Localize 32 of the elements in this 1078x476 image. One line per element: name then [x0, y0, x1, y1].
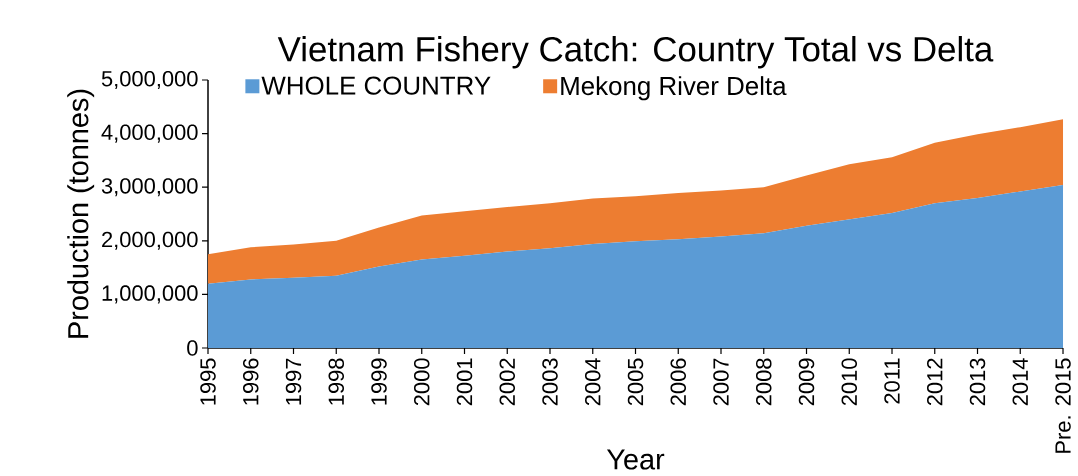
y-axis-title: Production (tonnes) — [67, 89, 95, 338]
x-tick-label: 1995 — [200, 358, 216, 405]
y-tick-label: 1,000,000 — [102, 285, 198, 304]
legend-label: WHOLE COUNTRY — [261, 76, 491, 95]
x-tick-label: 2002 — [499, 358, 516, 406]
x-tick-label: 2011 — [884, 358, 900, 404]
x-tick-label: 2012 — [926, 358, 943, 406]
x-tick-label: 2007 — [713, 358, 729, 406]
x-tick-label: 1997 — [285, 358, 302, 405]
x-tick-label: 2009 — [798, 358, 815, 406]
y-tick-label: 3,000,000 — [101, 178, 198, 197]
x-tick-label: 2004 — [584, 358, 601, 406]
x-tick-label: 2008 — [755, 358, 772, 406]
y-tick-label: 5,000,000 — [101, 70, 198, 90]
x-tick-label: 1998 — [328, 358, 345, 405]
x-tick-label: 2003 — [542, 358, 558, 406]
x-tick-label: 2005 — [627, 358, 644, 406]
x-axis-title: Year — [606, 449, 665, 470]
x-tick-label: 2010 — [841, 358, 858, 406]
x-tick-label: Pre. 2015 — [1055, 358, 1071, 453]
chart-title: Vietnam Fishery Catch: Country Total vs Delta — [277, 36, 994, 69]
legend-label: Mekong River Delta — [561, 76, 787, 101]
y-tick-label: 0 — [187, 340, 198, 356]
x-tick-label: 2014 — [1012, 358, 1029, 406]
x-tick-label: 2001 — [456, 358, 473, 406]
y-tick-label: 4,000,000 — [101, 124, 198, 143]
x-tick-label: 1996 — [242, 358, 259, 405]
x-tick-label: 2000 — [413, 358, 430, 406]
x-tick-label: 1999 — [371, 358, 387, 405]
x-tick-label: 2006 — [670, 358, 687, 406]
x-tick-label: 2013 — [969, 358, 986, 406]
y-tick-label: 2,000,000 — [102, 231, 198, 250]
